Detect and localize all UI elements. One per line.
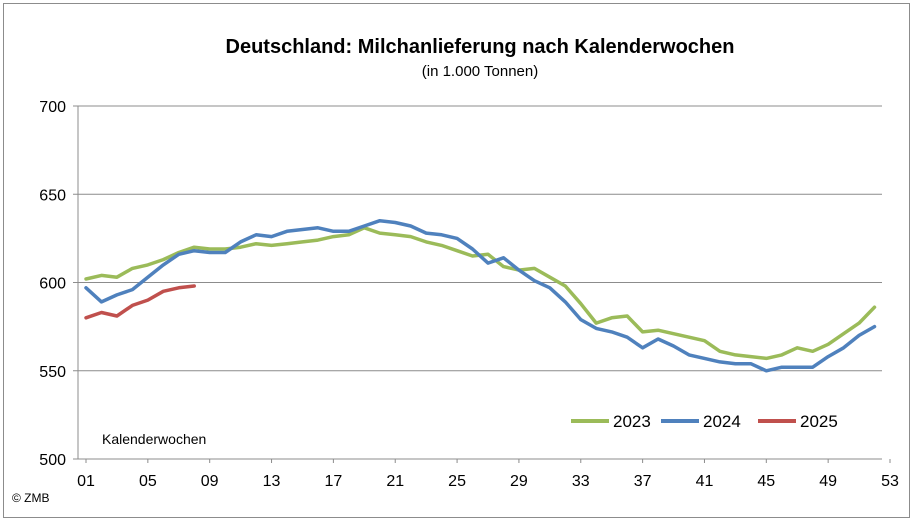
x-tick-label: 49	[819, 473, 837, 490]
chart-frame	[3, 3, 910, 518]
x-tick-label: 13	[263, 473, 281, 490]
x-axis-ticks: 01 05 09 13 17 21 25 29 33 37 41 45 49 53	[77, 459, 899, 490]
y-tick-label: 500	[39, 452, 66, 469]
y-tick-label: 650	[39, 187, 66, 204]
legend-label-2024: 2024	[703, 412, 741, 431]
x-tick-label: 21	[386, 473, 404, 490]
legend: 2023 2024 2025	[571, 412, 838, 431]
legend-label-2023: 2023	[613, 412, 651, 431]
y-tick-label: 600	[39, 276, 66, 293]
data-series	[84, 218, 877, 373]
series-line-2024	[84, 218, 877, 373]
series-line-2025	[84, 284, 196, 320]
y-tick-label: 700	[39, 99, 66, 116]
x-tick-label: 29	[510, 473, 528, 490]
x-tick-label: 09	[201, 473, 219, 490]
x-tick-label: 17	[324, 473, 342, 490]
y-axis-ticks: 500 550 600 650 700	[39, 99, 78, 469]
chart-title: Deutschland: Milchanlieferung nach Kalen…	[226, 36, 735, 58]
x-tick-label: 25	[448, 473, 466, 490]
x-tick-label: 33	[572, 473, 590, 490]
x-tick-label: 41	[696, 473, 714, 490]
x-tick-label: 45	[757, 473, 775, 490]
x-tick-label: 53	[881, 473, 899, 490]
x-axis-label: Kalenderwochen	[102, 431, 206, 447]
copyright-notice: © ZMB	[12, 491, 50, 505]
legend-label-2025: 2025	[800, 412, 838, 431]
series-line-2023	[84, 226, 877, 361]
x-tick-label: 05	[139, 473, 157, 490]
chart-subtitle: (in 1.000 Tonnen)	[422, 63, 538, 80]
x-tick-label: 01	[77, 473, 95, 490]
x-tick-label: 37	[634, 473, 652, 490]
gridlines	[78, 105, 882, 372]
y-tick-label: 550	[39, 364, 66, 381]
